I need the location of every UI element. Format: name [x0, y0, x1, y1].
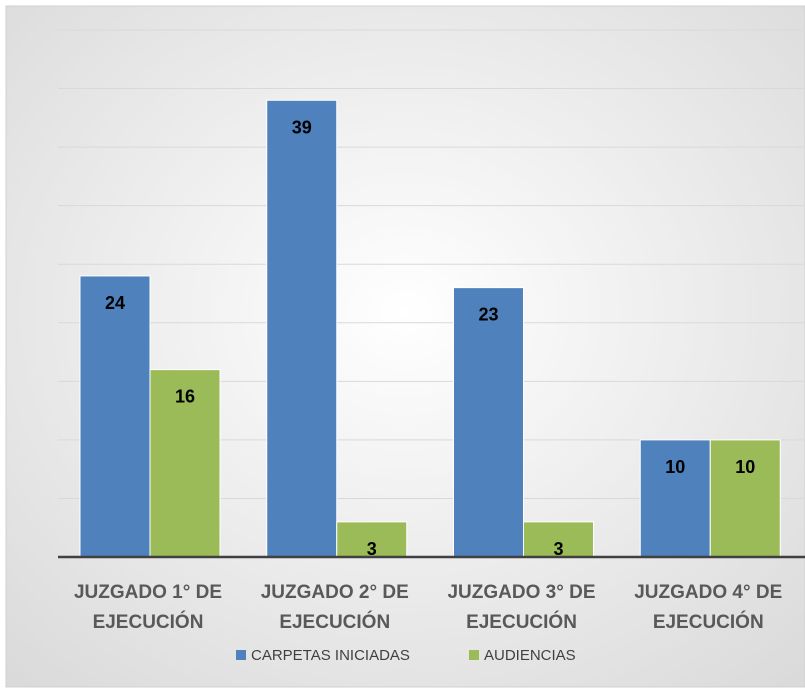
category-labels: JUZGADO 1° DE EJECUCIÓN JUZGADO 2° DE EJECU… [74, 582, 782, 633]
category-label: JUZGADO 3° DE [447, 582, 595, 603]
legend: CARPETAS INICIADAS AUDIENCIAS [236, 647, 576, 664]
bar-carpetas [266, 99, 338, 558]
category-label: EJECUCIÓN [466, 611, 577, 633]
legend-label: CARPETAS INICIADAS [251, 647, 410, 664]
bar-audiencias [149, 369, 221, 558]
bar-audiencias [709, 439, 781, 558]
bar-audiencias [336, 521, 408, 558]
category-label: JUZGADO 4° DE [634, 582, 782, 603]
legend-swatch [236, 650, 246, 660]
bars: 24 16 39 3 23 3 10 10 [79, 99, 781, 559]
data-label: 10 [665, 457, 685, 477]
data-label: 23 [478, 305, 498, 325]
legend-swatch [469, 650, 479, 660]
category-label: EJECUCIÓN [279, 611, 390, 633]
data-label: 24 [105, 293, 125, 313]
data-label: 3 [367, 539, 377, 559]
bar-carpetas [453, 287, 524, 558]
data-label: 3 [553, 539, 563, 559]
data-label: 10 [735, 457, 755, 477]
category-label: JUZGADO 1° DE [74, 582, 222, 603]
legend-label: AUDIENCIAS [484, 647, 576, 664]
bar-carpetas [79, 275, 151, 558]
category-label: EJECUCIÓN [93, 611, 204, 633]
data-label: 16 [175, 387, 195, 407]
category-label: EJECUCIÓN [653, 611, 764, 633]
data-label: 39 [292, 117, 312, 137]
category-label: JUZGADO 2° DE [261, 582, 409, 603]
